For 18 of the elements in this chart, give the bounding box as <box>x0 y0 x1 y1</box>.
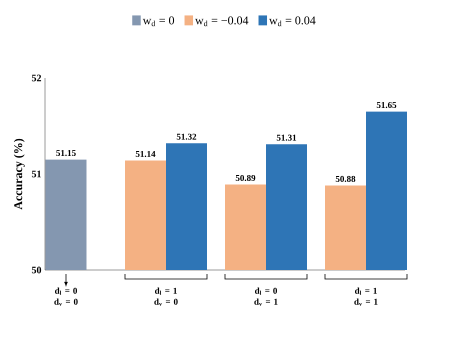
data-label: 51.65 <box>376 102 396 108</box>
data-label: 51.32 <box>176 134 196 140</box>
y-tick-label: 51 <box>32 170 41 178</box>
x-tick-label: d$_{l}$ = 1 d$_{v}$ = 1 <box>354 288 378 306</box>
y-tick-label: 50 <box>32 266 42 274</box>
data-label: 51.15 <box>56 150 76 156</box>
legend-label: w$_{d}$ = 0 <box>142 16 174 26</box>
x-tick-label: d$_{l}$ = 1 d$_{v}$ = 0 <box>154 288 178 306</box>
legend-label: w$_{d}$ = 0.04 <box>269 16 316 26</box>
y-axis-title: Accuracy (%) <box>14 138 25 210</box>
data-label: 50.88 <box>336 176 356 182</box>
legend-label: w$_{d}$ = −0.04 <box>195 16 248 26</box>
data-label: 50.89 <box>236 174 256 182</box>
x-tick-label: d$_{l}$ = 0 d$_{v}$ = 1 <box>254 288 278 306</box>
data-label: 51.14 <box>136 150 156 158</box>
y-tick-label: 52 <box>32 74 42 82</box>
x-tick-label: d$_{l}$ = 0 d$_{v}$ = 0 <box>54 288 78 306</box>
data-label: 51.31 <box>276 134 296 141</box>
